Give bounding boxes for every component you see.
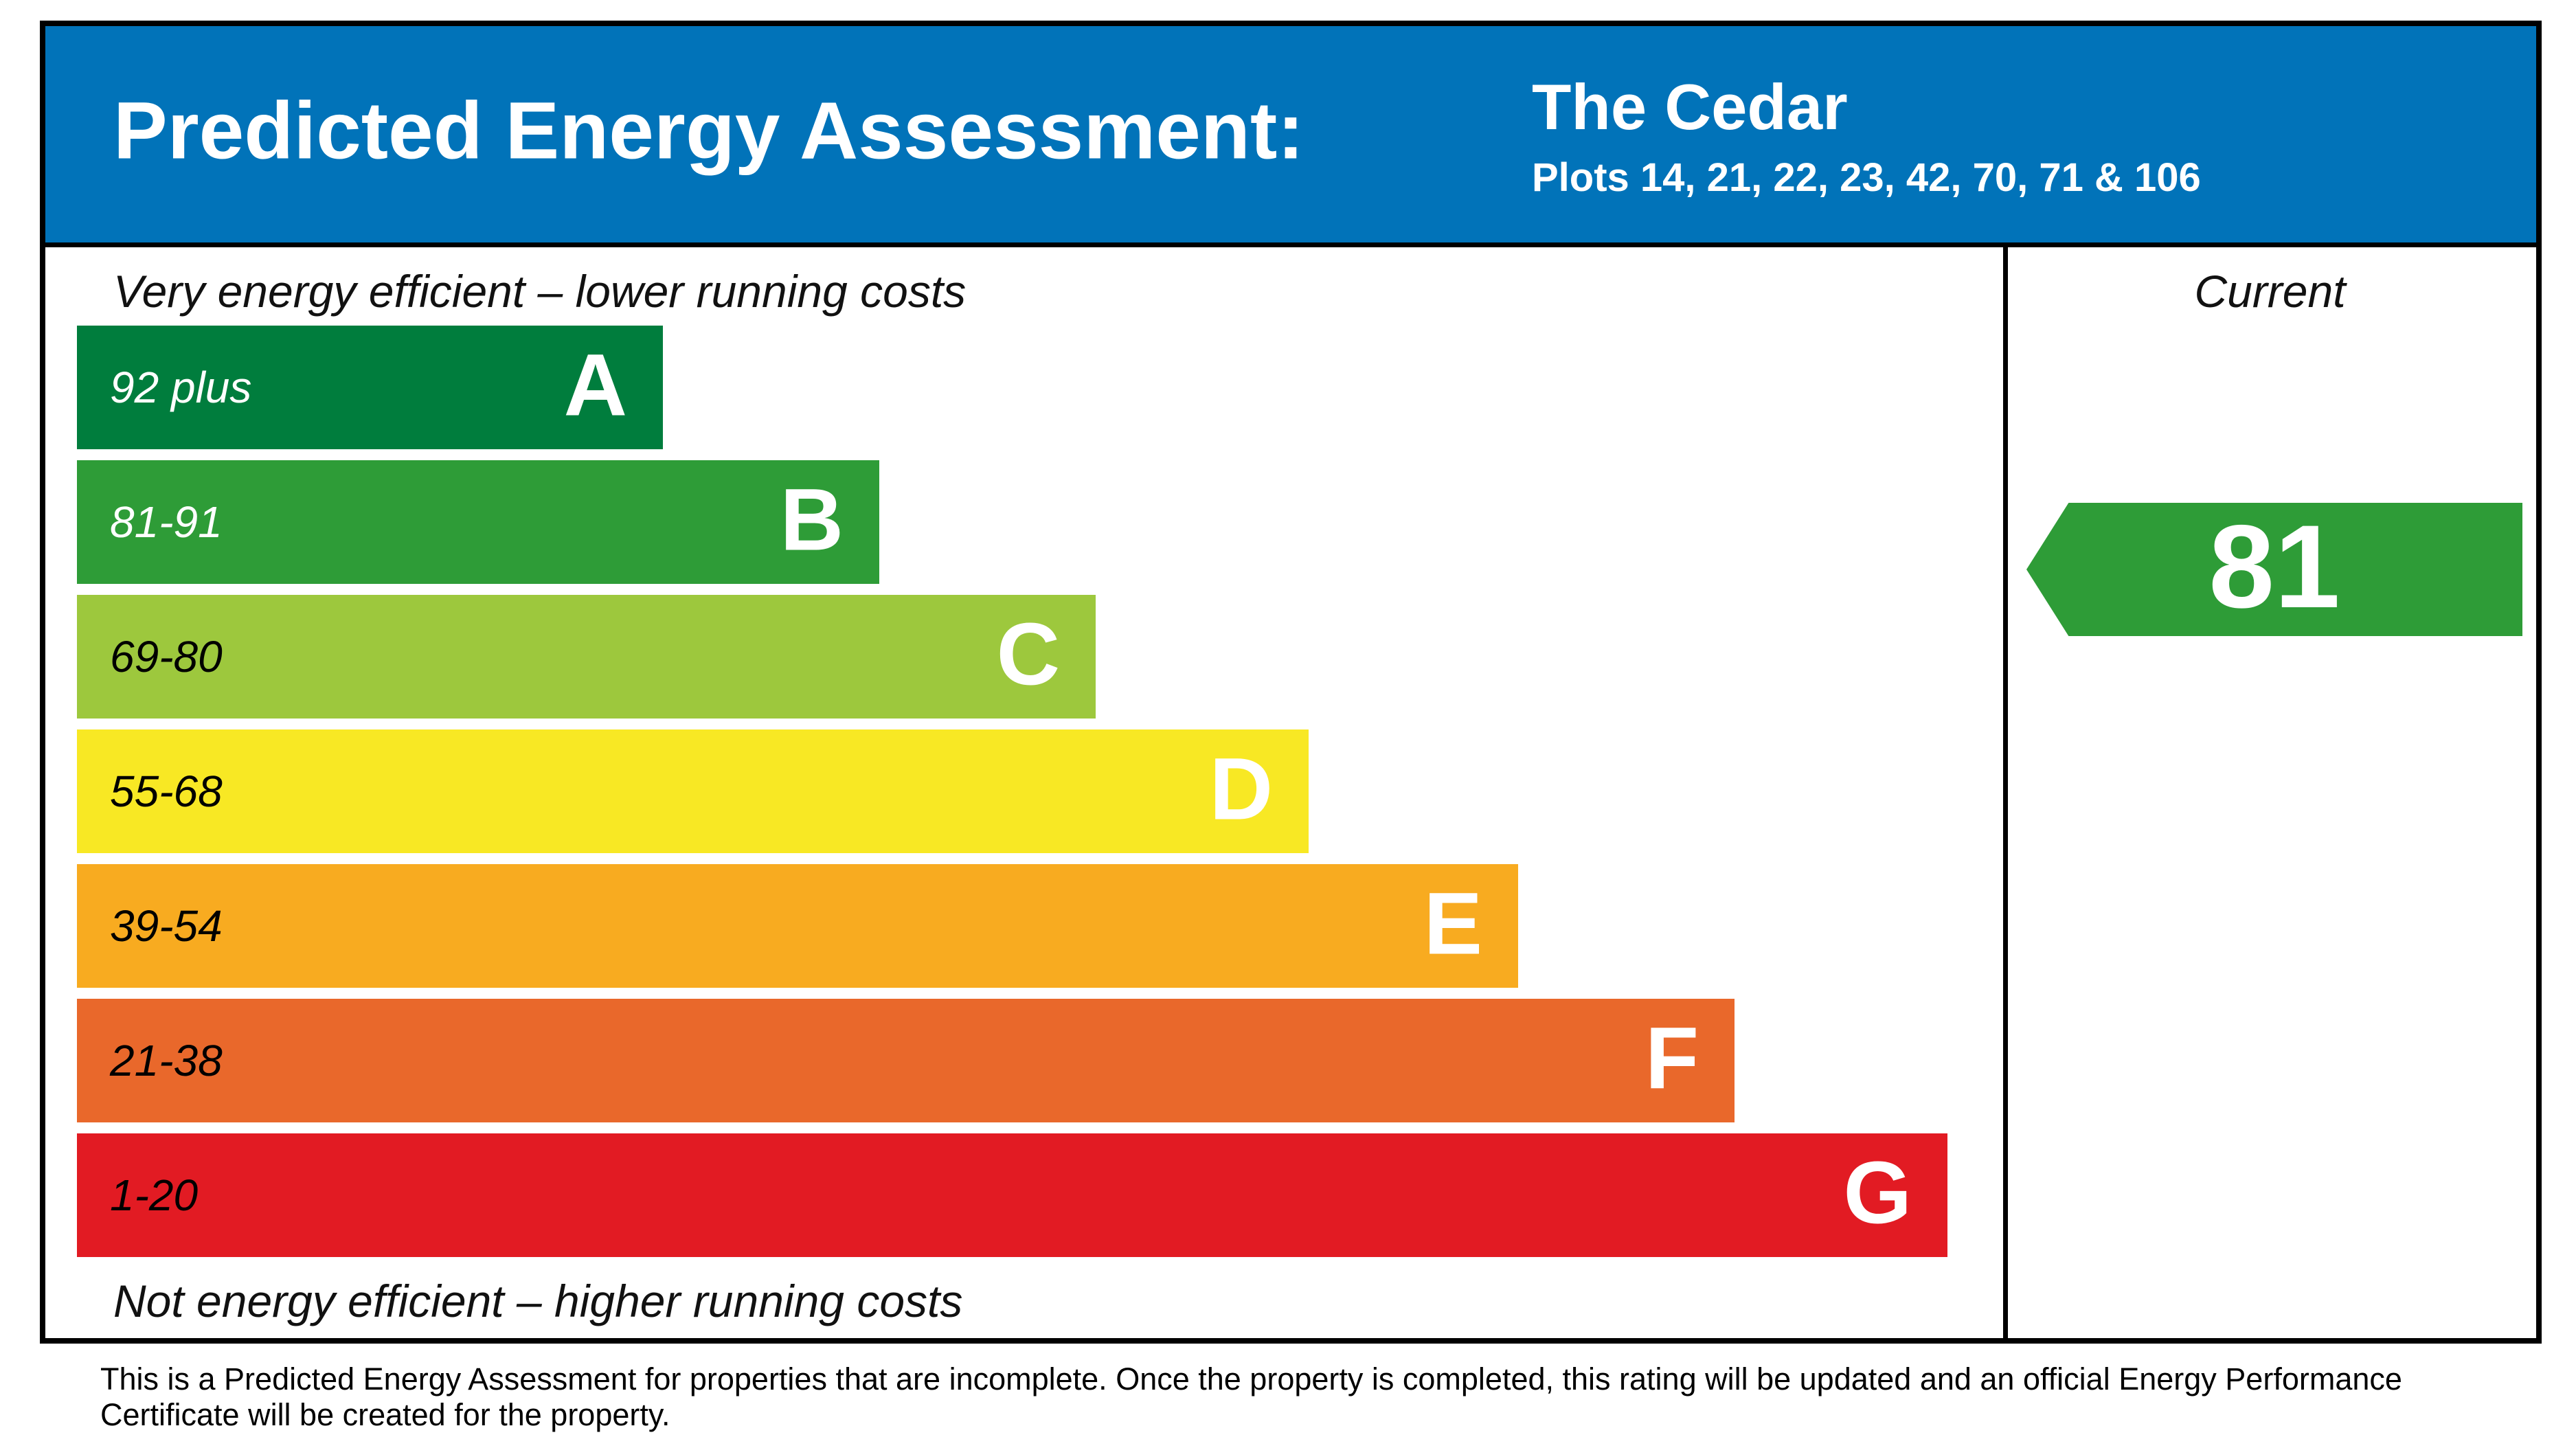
band-range-label: 92 plus xyxy=(110,363,252,412)
band-letter: A xyxy=(563,336,627,435)
property-plots: Plots 14, 21, 22, 23, 42, 70, 71 & 106 xyxy=(1532,155,2201,200)
band-letter: D xyxy=(1209,740,1273,839)
epc-band-g: 1-20 G xyxy=(77,1133,1947,1257)
band-letter: C xyxy=(996,605,1060,704)
property-info: The Cedar Plots 14, 21, 22, 23, 42, 70, … xyxy=(1532,71,2201,203)
band-range-label: 81-91 xyxy=(110,497,223,547)
band-letter: F xyxy=(1645,1009,1699,1108)
epc-band-e: 39-54 E xyxy=(77,864,1518,988)
bottom-efficiency-label: Not energy efficient – higher running co… xyxy=(113,1276,963,1326)
top-efficiency-label: Very energy efficient – lower running co… xyxy=(113,266,967,317)
epc-band-c: 69-80 C xyxy=(77,595,1096,719)
band-range-label: 69-80 xyxy=(110,632,223,681)
footer-line-2: Certificate will be created for the prop… xyxy=(100,1397,670,1432)
column-divider xyxy=(2003,247,2008,1339)
band-range-label: 39-54 xyxy=(110,901,223,951)
current-column-header: Current xyxy=(2194,266,2346,317)
rating-chart: Very energy efficient – lower running co… xyxy=(45,247,2536,1339)
footer-line-1: This is a Predicted Energy Assessment fo… xyxy=(100,1361,2402,1396)
footer-disclaimer: This is a Predicted Energy Assessment fo… xyxy=(100,1361,2491,1433)
band-letter: E xyxy=(1423,874,1482,973)
property-name: The Cedar xyxy=(1532,71,1848,143)
current-rating-arrow: 81 xyxy=(2026,503,2522,636)
epc-band-d: 55-68 D xyxy=(77,729,1309,853)
current-rating-value: 81 xyxy=(2208,501,2340,633)
page-title: Predicted Energy Assessment: xyxy=(113,85,1304,177)
certificate-header: Predicted Energy Assessment: The Cedar P… xyxy=(45,26,2536,247)
epc-band-f: 21-38 F xyxy=(77,999,1735,1122)
epc-band-b: 81-91 B xyxy=(77,460,879,584)
band-range-label: 55-68 xyxy=(110,767,223,816)
epc-certificate: Predicted Energy Assessment: The Cedar P… xyxy=(40,21,2542,1344)
band-letter: B xyxy=(780,471,844,569)
epc-band-a: 92 plus A xyxy=(77,326,663,449)
band-range-label: 1-20 xyxy=(110,1170,199,1220)
band-range-label: 21-38 xyxy=(110,1036,223,1085)
band-letter: G xyxy=(1843,1144,1912,1243)
